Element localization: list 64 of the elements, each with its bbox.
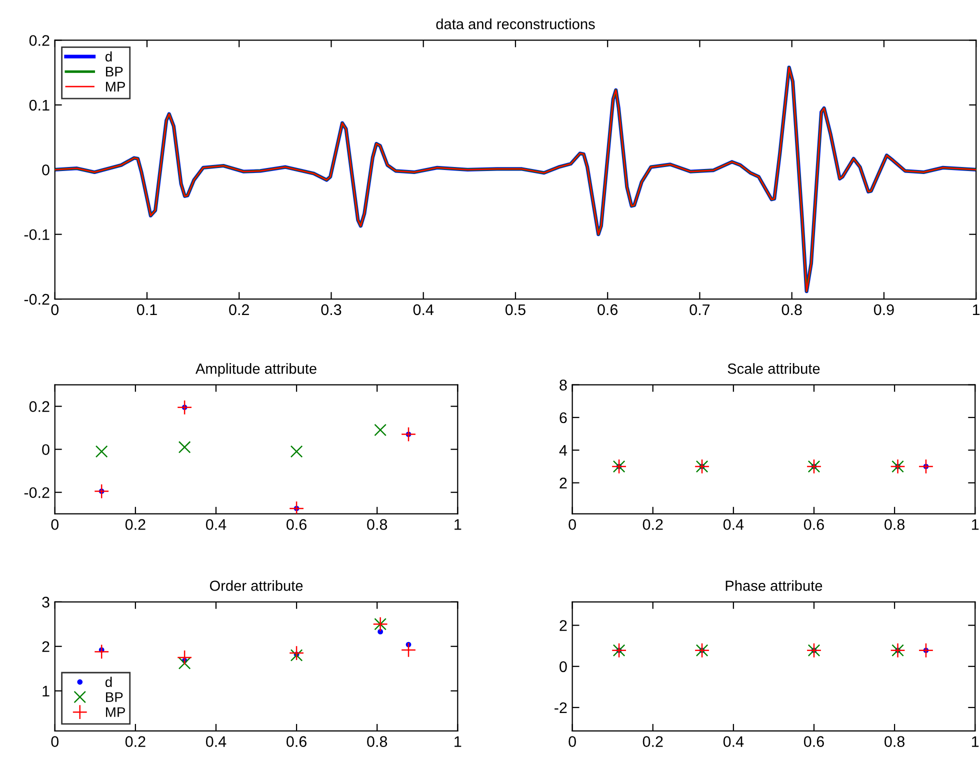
x-tick-label: 0 [51, 736, 59, 747]
x-tick-label: 0.2 [642, 519, 663, 530]
x-tick-label: 0 [51, 304, 59, 316]
y-tick-label: -2 [554, 702, 567, 714]
x-tick-label: 0.8 [367, 519, 388, 530]
y-tick-label: 6 [560, 412, 567, 424]
x-tick-label: 0.8 [367, 736, 388, 747]
x-tick-label: 0.6 [598, 304, 618, 316]
x-tick-label: 0.8 [884, 519, 904, 530]
chart-title: Scale attribute [728, 363, 820, 374]
y-tick-label: -0.1 [24, 229, 50, 240]
x-tick-label: 0.4 [723, 736, 744, 747]
x-tick-label: 1 [972, 304, 980, 315]
x-tick-label: 1 [454, 519, 462, 530]
x-tick-label: 0.2 [125, 736, 146, 747]
x-tick-label: 0.6 [286, 519, 306, 530]
x-tick-label: 1 [454, 736, 462, 747]
y-tick-label: 2 [42, 641, 50, 652]
legend-label: MP [106, 707, 125, 717]
x-tick-label: 0.6 [804, 736, 824, 747]
y-tick-label: 3 [42, 596, 50, 608]
legend-label: MP [106, 82, 125, 92]
x-tick-label: 0.4 [206, 736, 226, 747]
y-tick-label: 0 [42, 164, 50, 176]
y-tick-label: -0.2 [24, 294, 50, 305]
chart-title: Amplitude attribute [196, 363, 316, 377]
x-tick-label: 0 [568, 519, 576, 530]
x-tick-label: 0.8 [884, 736, 904, 747]
x-tick-label: 0.6 [804, 519, 824, 530]
legend-label: BP [106, 692, 123, 702]
x-tick-label: 0 [568, 736, 576, 747]
x-tick-label: 0.5 [505, 304, 526, 316]
x-tick-label: 0.2 [229, 304, 249, 316]
y-tick-label: -0.2 [24, 487, 50, 498]
legend-label: BP [106, 66, 123, 76]
y-tick-label: 0 [42, 444, 50, 456]
x-tick-label: 1 [972, 519, 979, 530]
x-tick-label: 0 [51, 519, 59, 530]
y-tick-label: 0 [560, 661, 567, 672]
x-tick-label: 0.7 [690, 304, 710, 316]
x-tick-label: 0.1 [136, 304, 157, 316]
chart-title: data and reconstructions [436, 18, 595, 30]
legend-label: d [105, 51, 112, 62]
x-tick-label: 0.6 [286, 736, 306, 747]
y-tick-label: 8 [560, 380, 567, 390]
x-tick-label: 1 [972, 736, 979, 747]
x-tick-label: 0.2 [642, 736, 663, 747]
y-tick-label: 0.2 [29, 35, 50, 46]
x-tick-label: 0.8 [782, 304, 802, 316]
x-tick-label: 0.4 [206, 519, 226, 530]
x-tick-label: 0.9 [874, 304, 894, 316]
y-tick-label: 1 [42, 686, 50, 696]
y-tick-label: 4 [559, 445, 568, 456]
x-tick-label: 0.2 [125, 519, 146, 530]
y-tick-label: 2 [560, 478, 567, 488]
x-tick-label: 0.4 [723, 519, 744, 530]
legend-label: d [105, 676, 112, 687]
chart-title: Phase attribute [726, 580, 822, 591]
y-tick-label: 0.2 [29, 401, 50, 412]
y-tick-label: 2 [560, 620, 567, 631]
x-tick-label: 0.3 [321, 304, 342, 316]
chart-title: Order attribute [210, 580, 303, 591]
y-tick-label: 0.1 [29, 100, 50, 111]
x-tick-label: 0.4 [413, 304, 434, 316]
